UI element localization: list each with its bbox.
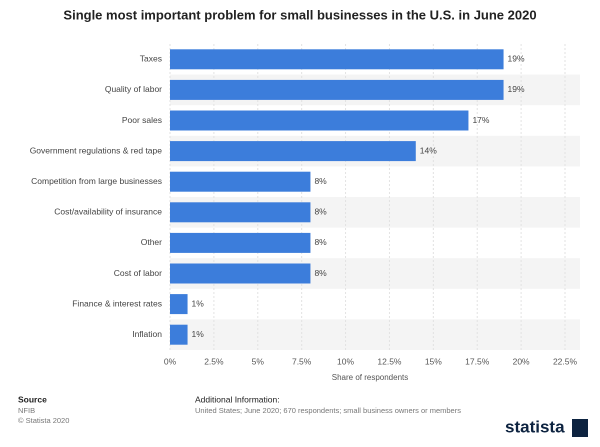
logo-icon	[572, 419, 588, 437]
y-tick-label: Inflation	[132, 329, 162, 339]
x-tick-label: 10%	[337, 356, 354, 366]
y-tick-label: Quality of labor	[105, 84, 162, 94]
source-title: Source	[18, 394, 47, 404]
bar	[170, 171, 311, 192]
value-label: 8%	[314, 176, 327, 186]
value-label: 14%	[420, 145, 437, 155]
bar	[170, 232, 311, 253]
value-label: 17%	[472, 115, 489, 125]
y-tick-label: Other	[141, 237, 162, 247]
y-tick-label: Taxes	[140, 54, 162, 64]
x-tick-label: 7.5%	[292, 356, 312, 366]
bar	[170, 263, 311, 284]
y-tick-label: Cost/availability of insurance	[54, 207, 162, 217]
value-label: 19%	[508, 84, 525, 94]
value-label: 19%	[508, 54, 525, 64]
value-label: 8%	[314, 207, 327, 217]
y-tick-label: Finance & interest rates	[72, 298, 162, 308]
x-tick-label: 0%	[164, 356, 177, 366]
copyright: © Statista 2020	[18, 416, 69, 425]
y-tick-label: Cost of labor	[114, 268, 162, 278]
x-axis-title: Share of respondents	[332, 373, 409, 382]
x-tick-label: 22.5%	[553, 356, 578, 366]
row-stripe	[170, 319, 580, 350]
bar	[170, 202, 311, 223]
bar	[170, 141, 416, 162]
value-label: 1%	[192, 329, 205, 339]
bar	[170, 324, 188, 345]
x-tick-label: 5%	[252, 356, 265, 366]
chart-title: Single most important problem for small …	[63, 7, 536, 22]
value-label: 8%	[314, 237, 327, 247]
x-tick-label: 17.5%	[465, 356, 490, 366]
info: United States; June 2020; 670 respondent…	[195, 406, 461, 415]
source: NFIB	[18, 406, 35, 415]
x-tick-label: 12.5%	[377, 356, 402, 366]
x-tick-label: 2.5%	[204, 356, 224, 366]
logo: statista	[505, 417, 565, 436]
y-tick-label: Competition from large businesses	[31, 176, 162, 186]
value-label: 1%	[192, 298, 205, 308]
bar	[170, 110, 469, 131]
x-tick-label: 20%	[513, 356, 530, 366]
value-label: 8%	[314, 268, 327, 278]
bar	[170, 49, 504, 70]
info-title: Additional Information:	[195, 394, 280, 404]
y-tick-label: Government regulations & red tape	[30, 145, 163, 155]
x-tick-label: 15%	[425, 356, 442, 366]
bar	[170, 79, 504, 100]
bar	[170, 294, 188, 315]
y-tick-label: Poor sales	[122, 115, 162, 125]
